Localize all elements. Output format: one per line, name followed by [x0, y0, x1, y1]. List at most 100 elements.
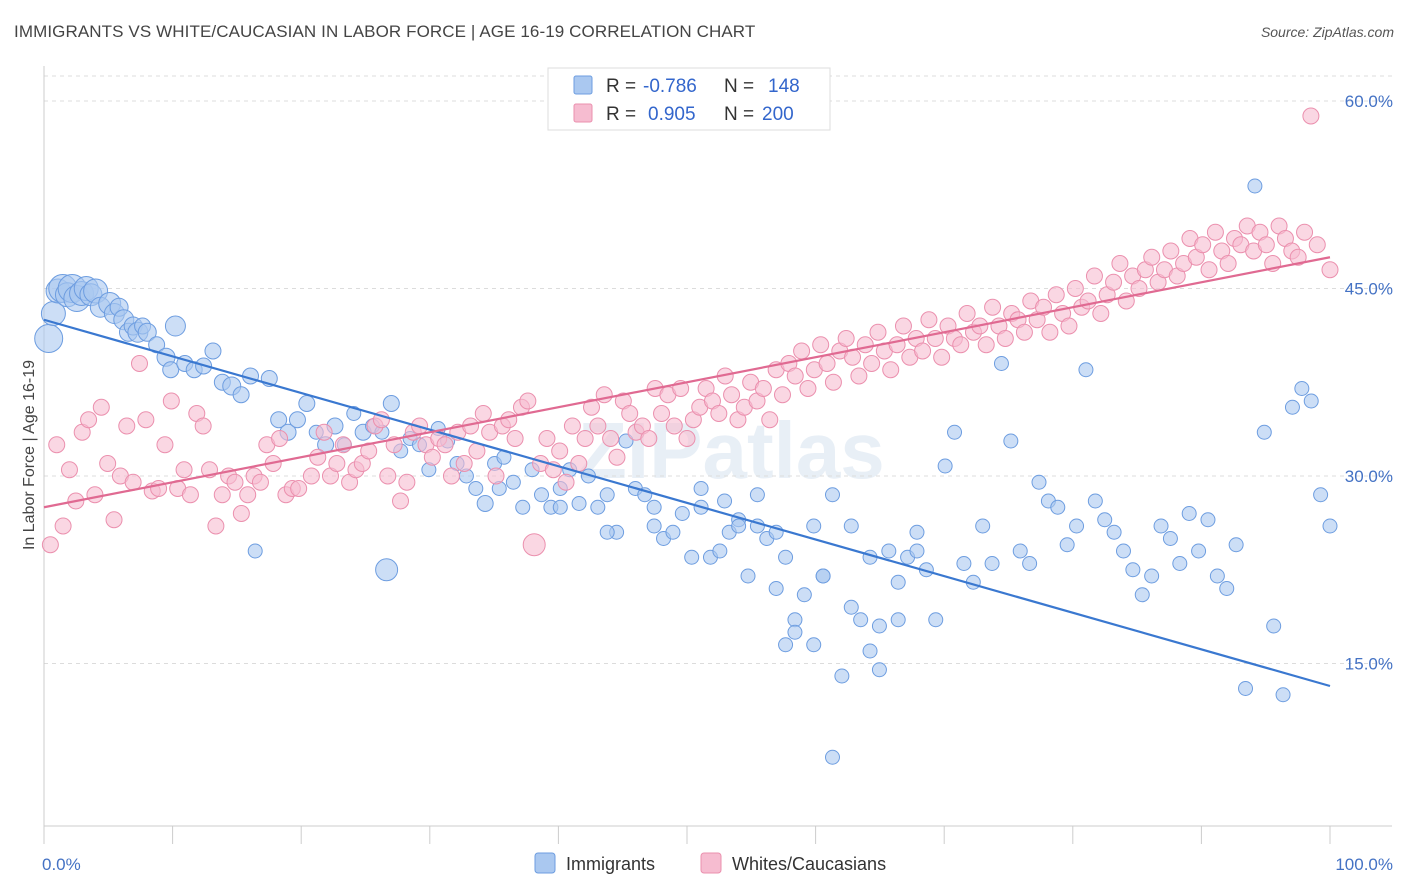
immigrants-point-143	[1097, 512, 1113, 528]
immigrants-point-138	[1050, 499, 1066, 515]
whites-point-90	[621, 405, 639, 422]
immigrants-point-60	[515, 499, 531, 515]
whites-point-121	[818, 355, 836, 372]
whites-point-133	[894, 317, 912, 335]
whites-point-52	[379, 467, 397, 485]
x-tick-labels: 0.0% 100.0%	[42, 855, 1393, 874]
trend-line-whites	[43, 256, 1331, 509]
immigrants-point-140	[1069, 518, 1085, 534]
whites-point-99	[678, 430, 696, 447]
immigrants-point-0	[34, 324, 64, 353]
whites-point-166	[1105, 273, 1123, 291]
bottom-legend-swatch-whites	[700, 852, 722, 874]
whites-point-6	[80, 411, 98, 429]
whites-point-84	[583, 398, 601, 416]
legend-r-value-2: 0.905	[648, 104, 696, 125]
y-axis-title: In Labor Force | Age 16-19	[21, 360, 38, 550]
immigrants-point-89	[787, 612, 803, 628]
immigrants-point-155	[1209, 568, 1225, 584]
whites-point-33	[251, 473, 269, 491]
immigrants-point-107	[552, 499, 568, 515]
immigrants-point-90	[796, 587, 812, 603]
whites-point-79	[551, 442, 569, 460]
immigrants-point-105	[375, 558, 399, 582]
whites-point-127	[856, 336, 874, 354]
whites-point-129	[869, 323, 887, 341]
immigrants-point-157	[1228, 537, 1244, 553]
whites-point-1	[48, 436, 66, 454]
immigrants-point-151	[1172, 556, 1188, 571]
immigrants-point-59	[505, 474, 521, 490]
immigrants-point-133	[1003, 433, 1019, 449]
whites-point-160	[1066, 280, 1084, 297]
immigrants-point-81	[712, 543, 728, 559]
immigrants-point-141	[1078, 362, 1094, 378]
immigrants-point-118	[815, 568, 831, 584]
whites-point-175	[1162, 242, 1180, 260]
bottom-legend-whites: Whites/Caucasians	[732, 854, 886, 874]
whites-point-29	[226, 473, 244, 491]
immigrants-point-84	[740, 568, 756, 584]
immigrants-point-145	[1115, 543, 1131, 559]
whites-point-199	[1321, 261, 1339, 279]
whites-point-180	[1194, 236, 1212, 254]
legend-n-label-1: N =	[724, 76, 754, 97]
whites-point-39	[290, 480, 308, 497]
bottom-legend-immigrants: Immigrants	[566, 854, 655, 874]
immigrants-point-148	[1144, 568, 1160, 584]
whites-point-132	[888, 336, 906, 354]
whites-point-19	[162, 392, 180, 410]
whites-point-30	[232, 505, 250, 522]
immigrants-point-127	[947, 424, 963, 440]
immigrants-point-55	[468, 481, 484, 496]
legend-swatch-immigrants	[573, 75, 593, 95]
immigrants-point-23	[162, 361, 180, 379]
immigrants-point-125	[928, 612, 944, 628]
immigrants-point-160	[1256, 424, 1272, 440]
immigrants-point-124	[909, 543, 925, 559]
bottom-legend-swatch-immigrants	[534, 852, 556, 874]
immigrants-point-56	[476, 495, 494, 512]
whites-point-162	[1079, 292, 1097, 310]
immigrants-point-76	[665, 524, 681, 540]
whites-point-88	[608, 448, 626, 466]
immigrants-point-68	[590, 499, 606, 515]
immigrants-point-117	[806, 518, 822, 534]
immigrants-point-165	[1303, 393, 1319, 409]
immigrants-point-130	[975, 518, 991, 534]
whites-point-83	[576, 430, 594, 447]
immigrants-point-142	[1087, 493, 1103, 509]
immigrants-point-62	[534, 487, 550, 503]
whites-point-152	[1015, 323, 1033, 341]
immigrants-point-20	[137, 322, 157, 342]
whites-point-196	[1296, 223, 1314, 241]
immigrants-point-131	[984, 556, 1000, 571]
whites-point-0	[41, 536, 59, 554]
immigrants-point-146	[1125, 562, 1141, 578]
whites-point-142	[952, 336, 970, 354]
whites-point-106	[723, 386, 741, 404]
whites-point-114	[773, 386, 791, 404]
whites-point-71	[500, 411, 518, 429]
whites-point-72	[506, 430, 524, 447]
y-tick-label-1: 30.0%	[1345, 467, 1393, 486]
immigrants-point-99	[881, 543, 897, 559]
whites-point-198	[1308, 236, 1326, 254]
immigrants-point-95	[843, 518, 859, 534]
series-whites	[41, 107, 1339, 557]
immigrants-point-147	[1134, 587, 1150, 603]
immigrants-point-134	[1012, 543, 1028, 559]
immigrants-point-66	[571, 496, 587, 511]
immigrants-point-46	[382, 395, 400, 412]
trend-lines	[43, 256, 1331, 688]
immigrants-point-100	[890, 574, 906, 590]
immigrants-point-156	[1219, 581, 1235, 596]
whites-point-143	[958, 305, 976, 322]
whites-point-27	[213, 486, 231, 504]
whites-point-116	[786, 367, 804, 385]
whites-point-126	[850, 367, 868, 385]
immigrants-point-136	[1031, 474, 1047, 490]
whites-point-146	[977, 336, 995, 354]
whites-point-49	[360, 442, 378, 460]
immigrants-point-28	[204, 342, 222, 360]
